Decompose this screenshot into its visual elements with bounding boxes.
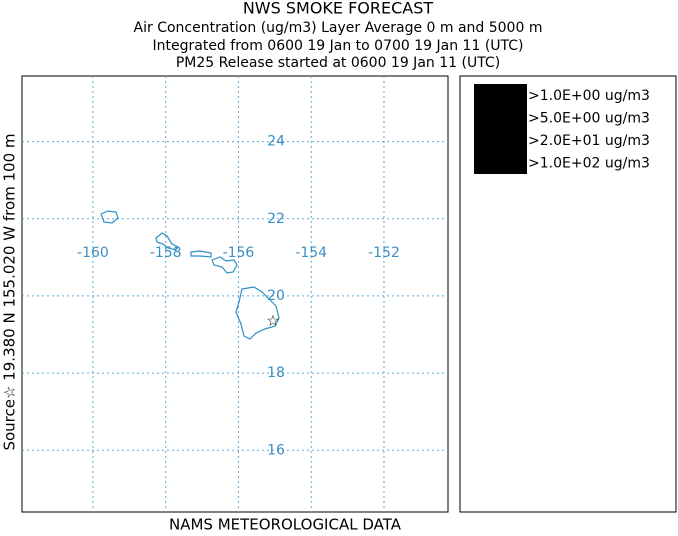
legend-label: >1.0E+02 ug/m3 (528, 156, 650, 172)
island (190, 250, 212, 258)
map: -160 -158 -156 -154 -152 24 22 20 18 16 (21, 75, 449, 513)
map-frame (21, 75, 449, 513)
lat-tick-label: 16 (267, 442, 285, 458)
lat-tick-label: 18 (267, 365, 285, 381)
legend-label: >1.0E+00 ug/m3 (528, 88, 650, 104)
source-label: Source☆ 19.380 N 155.020 W from 100 m (1, 133, 19, 450)
lat-tick-label: 22 (267, 211, 285, 227)
legend-swatch (474, 84, 527, 174)
island (100, 210, 119, 224)
lon-tick-label: -154 (295, 245, 327, 261)
source-marker: ☆ (266, 312, 279, 330)
lon-tick-label: -158 (150, 245, 182, 261)
island (211, 256, 238, 274)
subtitle: Integrated from 0600 19 Jan to 0700 19 J… (153, 38, 524, 54)
footer: NAMS METEOROLOGICAL DATA (169, 516, 402, 533)
subtitle: PM25 Release started at 0600 19 Jan 11 (… (176, 55, 500, 71)
lat-tick-label: 20 (267, 288, 285, 304)
lat-tick-label: 24 (267, 134, 285, 150)
island (235, 286, 280, 340)
legend: >1.0E+00 ug/m3 >5.0E+00 ug/m3 >2.0E+01 ug/… (528, 88, 650, 172)
island (155, 232, 179, 251)
title: NWS SMOKE FORECAST (243, 0, 434, 18)
legend-label: >2.0E+01 ug/m3 (528, 133, 650, 149)
legend-label: >5.0E+00 ug/m3 (528, 111, 650, 127)
lon-tick-label: -156 (223, 245, 255, 261)
subtitle: Air Concentration (ug/m3) Layer Average … (134, 20, 543, 36)
islands: ☆ (100, 210, 280, 340)
lon-tick-label: -160 (77, 245, 109, 261)
lon-tick-label: -152 (368, 245, 400, 261)
